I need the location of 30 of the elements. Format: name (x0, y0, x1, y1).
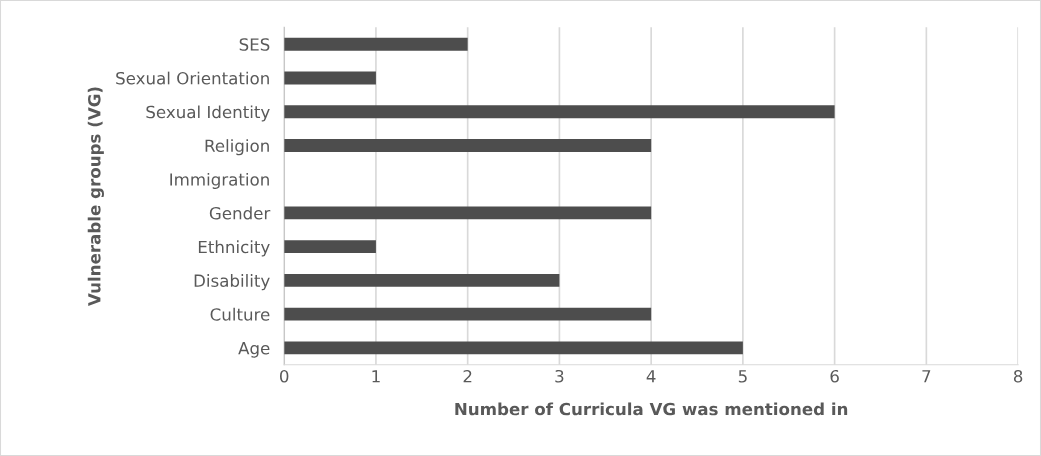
x-tick-label: 4 (646, 370, 656, 383)
y-tick-label: Disability (194, 274, 270, 291)
y-tick-label: Ethnicity (198, 240, 270, 257)
bar (284, 37, 468, 51)
bar (284, 307, 652, 321)
y-tick-label: Sexual Identity (146, 105, 270, 122)
y-tick-label: Religion (205, 139, 269, 156)
y-tick-label: Immigration (170, 172, 269, 190)
x-tick-label: 1 (372, 370, 380, 383)
bar (284, 240, 376, 254)
bar (284, 274, 560, 287)
x-tick-label: 3 (555, 369, 564, 383)
x-tick-label: 0 (279, 369, 289, 383)
bar (284, 71, 376, 85)
x-tick-label: 5 (738, 370, 747, 383)
bar (284, 206, 652, 220)
y-axis-title: Vulnerable groups (VG) (87, 87, 104, 307)
x-tick-label: 8 (1013, 369, 1023, 383)
y-tick-label: SES (239, 38, 270, 51)
y-tick-label: Gender (209, 206, 271, 220)
y-tick-label: Age (238, 342, 270, 358)
bar (284, 341, 743, 355)
bar (284, 105, 835, 119)
x-axis-title: Number of Curricula VG was mentioned in (455, 402, 848, 416)
bar (284, 139, 652, 152)
x-tick-label: 6 (830, 369, 839, 383)
x-tick-label: 2 (463, 369, 472, 383)
y-tick-label: Culture (210, 307, 270, 321)
x-tick-label: 7 (922, 370, 931, 383)
y-tick-label: Sexual Orientation (116, 71, 269, 85)
